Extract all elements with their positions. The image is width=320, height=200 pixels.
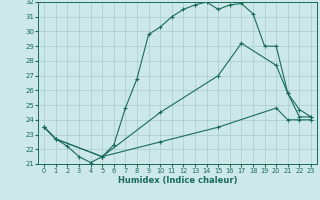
X-axis label: Humidex (Indice chaleur): Humidex (Indice chaleur)	[118, 176, 237, 185]
